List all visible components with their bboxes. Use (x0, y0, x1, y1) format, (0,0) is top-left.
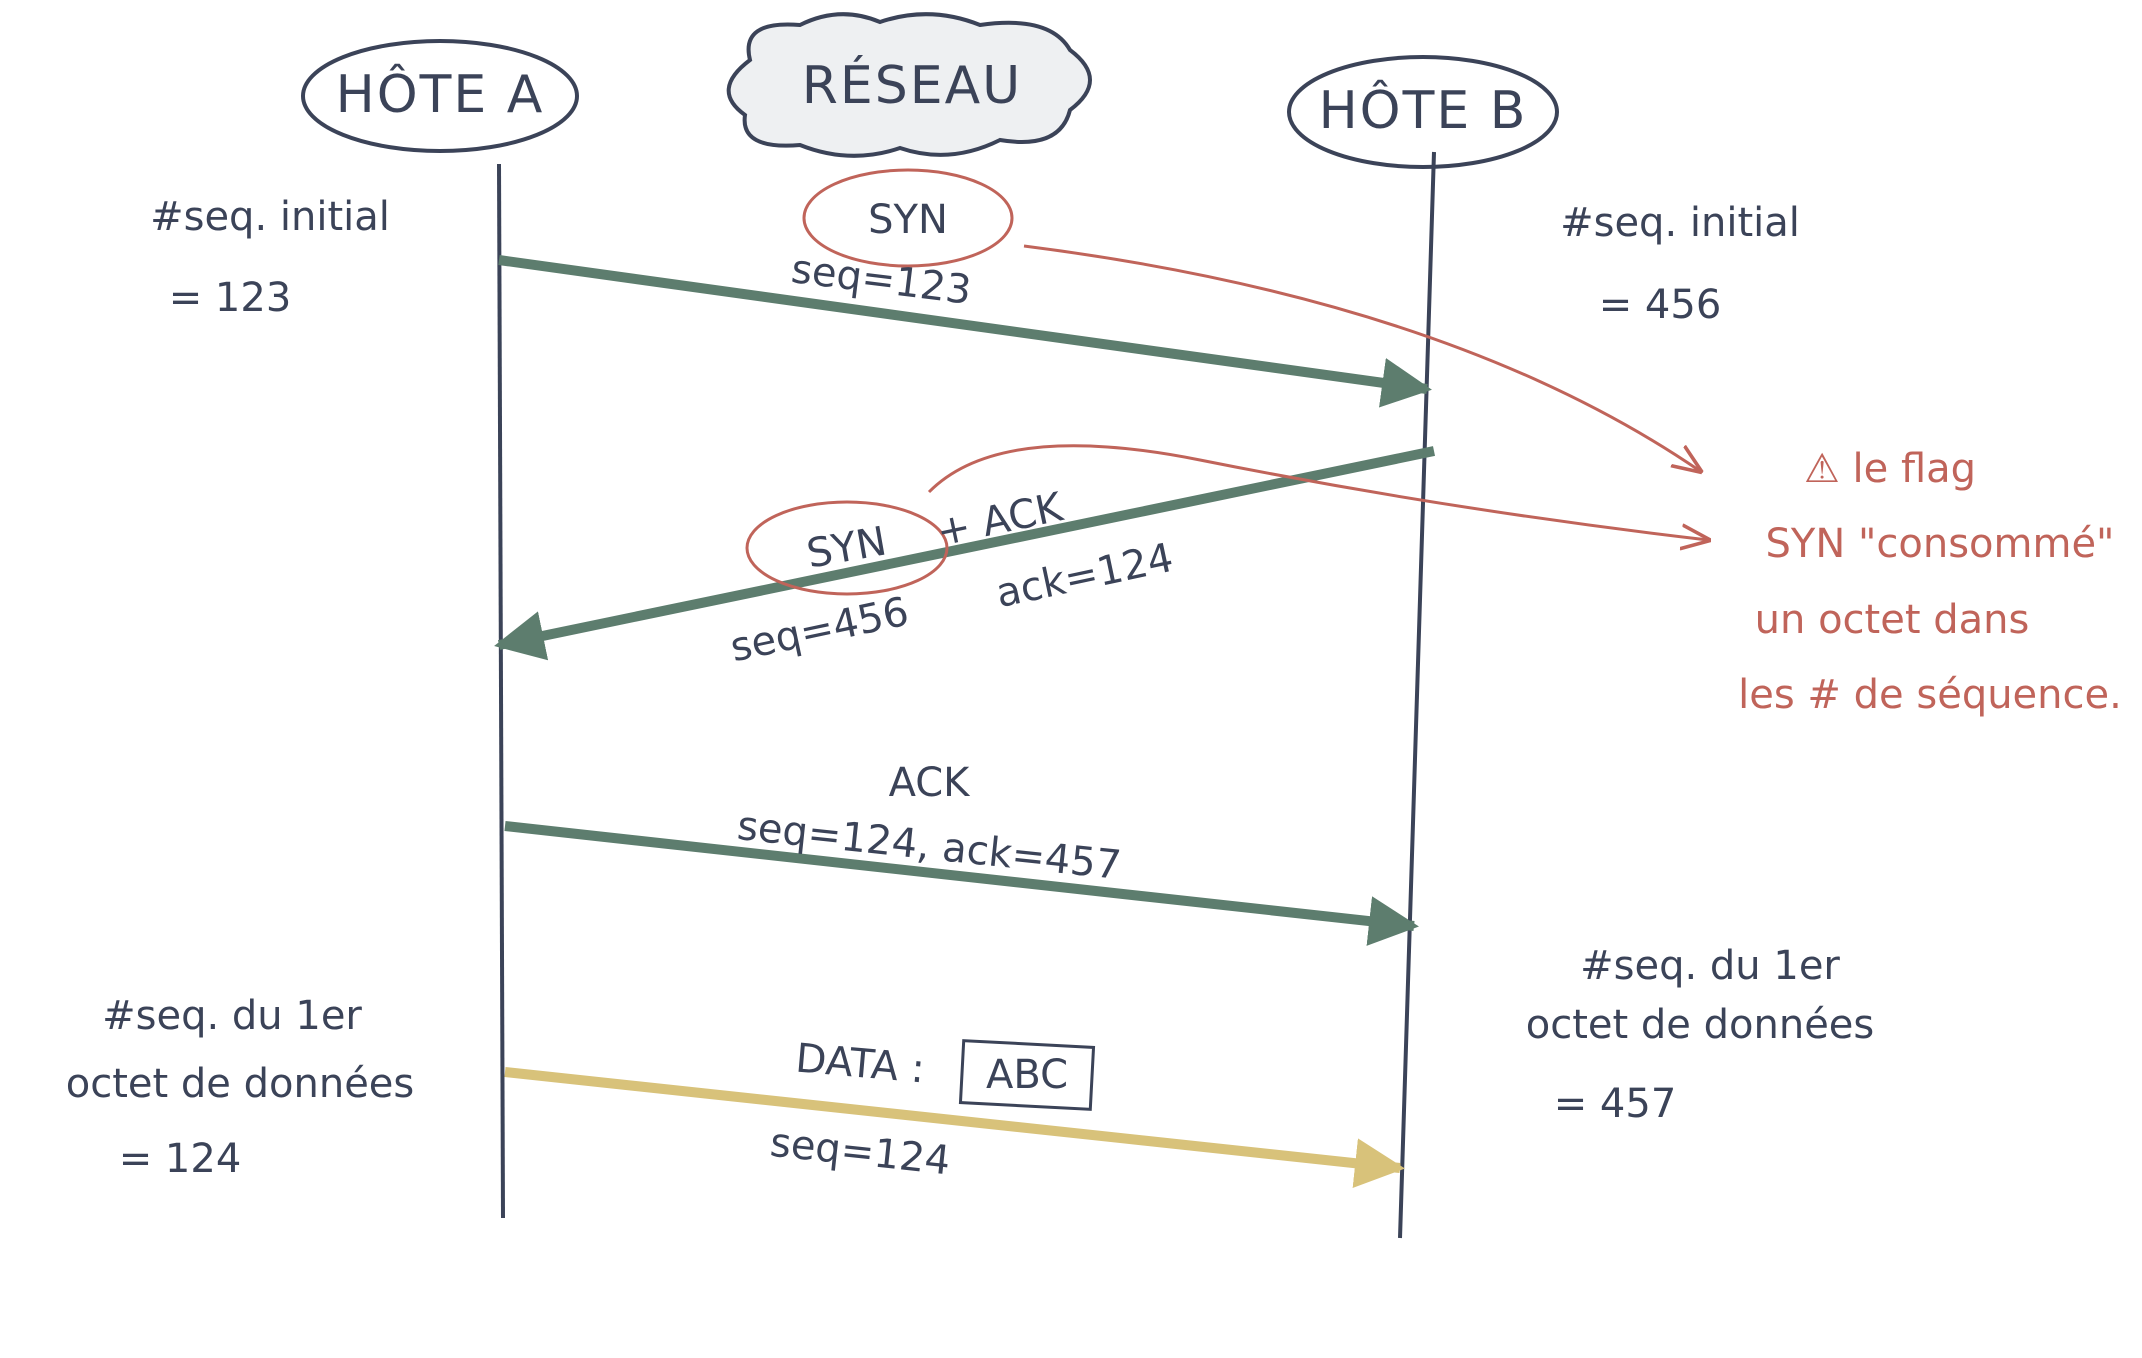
network-cloud (726, 12, 1092, 158)
annotation-text: SYN "consommé" (1766, 521, 2115, 567)
message-label: DATA : (794, 1035, 927, 1092)
note: = 456 (1599, 282, 1722, 328)
note: octet de données (66, 1061, 415, 1107)
annotation-text: les # de séquence. (1738, 672, 2122, 718)
host-b-bubble (1287, 55, 1559, 169)
note: #seq. du 1er (102, 993, 362, 1039)
syn-circle (802, 168, 1014, 268)
message-detail: seq=124 (768, 1120, 953, 1185)
payload: ABC (986, 1052, 1068, 1098)
host-b-lifeline (1398, 151, 1436, 1239)
host-b-label: HÔTE B (1319, 79, 1528, 141)
message-label: SYN (868, 197, 948, 243)
note: #seq. initial (1560, 200, 1800, 246)
note: octet de données (1526, 1002, 1875, 1048)
host-a-bubble (301, 39, 579, 153)
ack-arrow (504, 821, 1419, 946)
host-a-lifeline (497, 163, 505, 1219)
payload-box (958, 1039, 1096, 1111)
annotation-text: un octet dans (1755, 597, 2030, 643)
note: = 124 (119, 1136, 242, 1182)
annotation-arrow (1023, 244, 1700, 471)
message-label: ACK (889, 760, 972, 806)
network-label: RÉSEAU (802, 55, 1022, 116)
note: #seq. du 1er (1580, 943, 1840, 989)
annotation-arrow (927, 444, 1708, 540)
host-a-label: HÔTE A (336, 63, 545, 125)
syn-circle (745, 500, 949, 596)
message-detail: ack=124 (992, 535, 1177, 617)
message-detail: seq=456 (726, 589, 912, 672)
data-arrow (504, 1067, 1405, 1189)
syn-ack-arrow (494, 446, 1436, 661)
syn-arrow (498, 255, 1432, 408)
note: = 457 (1554, 1081, 1677, 1127)
note: #seq. initial (150, 194, 390, 240)
note: = 123 (169, 275, 292, 321)
annotation-text: ⚠ le flag (1804, 446, 1976, 492)
